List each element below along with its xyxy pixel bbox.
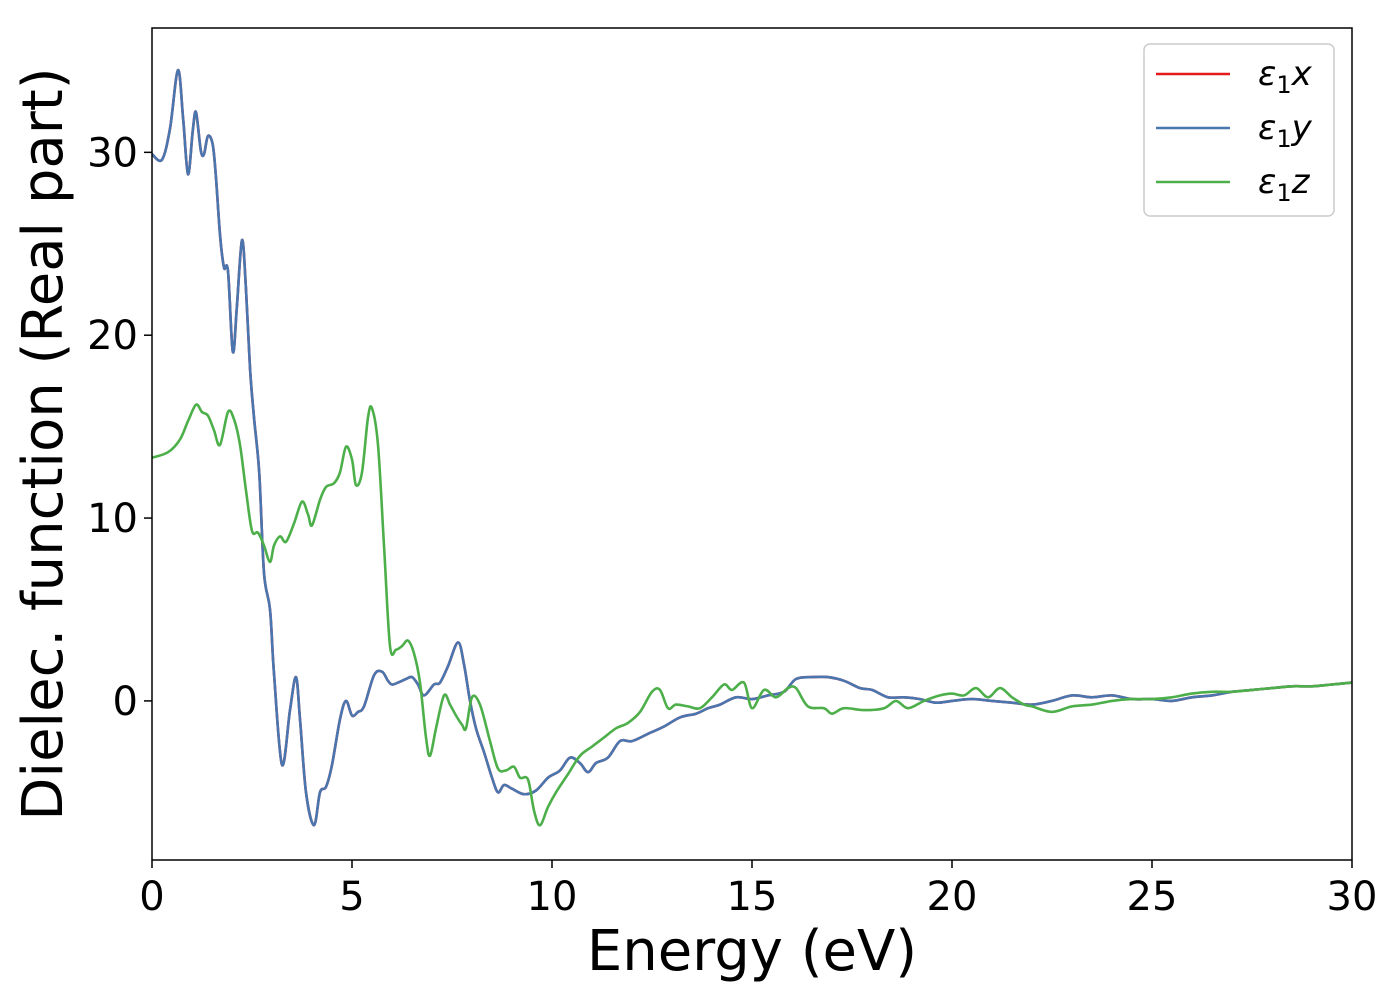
legend-label-x: ε1x bbox=[1258, 54, 1313, 99]
legend-box bbox=[1143, 43, 1335, 217]
x-tick-label: 15 bbox=[727, 874, 778, 920]
x-tick-label: 20 bbox=[927, 874, 978, 920]
y-tick-label: 10 bbox=[87, 496, 138, 542]
y-tick-label: 0 bbox=[113, 679, 138, 725]
x-tick-label: 25 bbox=[1127, 874, 1178, 920]
x-tick-label: 0 bbox=[139, 874, 164, 920]
series-lines bbox=[151, 68, 1353, 827]
legend-label-y: ε1y bbox=[1258, 108, 1313, 153]
legend-label-z: ε1z bbox=[1258, 162, 1311, 207]
y-axis-label: Dielec. function (Real part) bbox=[11, 67, 76, 820]
x-tick-label: 5 bbox=[339, 874, 364, 920]
x-tick-label: 10 bbox=[527, 874, 578, 920]
x-axis-label: Energy (eV) bbox=[587, 919, 917, 984]
series-line-z bbox=[151, 403, 1353, 827]
x-tick-label: 30 bbox=[1327, 874, 1378, 920]
legend: ε1x ε1y ε1z bbox=[1143, 43, 1335, 217]
axis-ticks: 0 5 10 15 20 25 30 0 10 20 30 bbox=[87, 130, 1377, 920]
series-line-y bbox=[151, 68, 1353, 827]
y-tick-label: 20 bbox=[87, 313, 138, 359]
y-tick-label: 30 bbox=[87, 130, 138, 176]
